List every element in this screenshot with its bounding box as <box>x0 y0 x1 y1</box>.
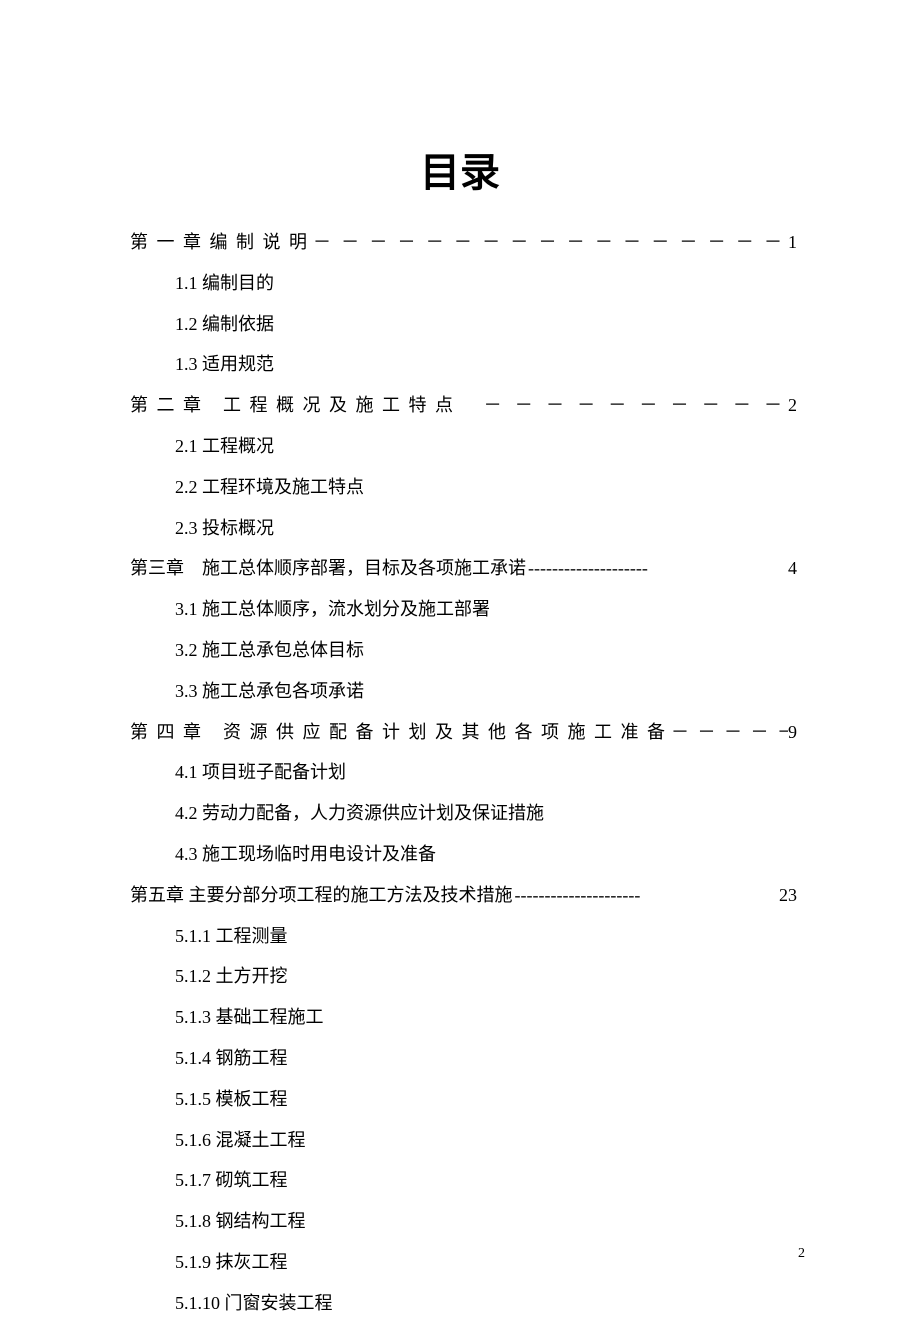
sub-item: 1.2 编制依据 <box>115 310 805 339</box>
chapter-line: 第五章 主要分部分项工程的施工方法及技术措施------------------… <box>115 881 805 910</box>
sub-item: 5.1.1 工程测量 <box>115 922 805 951</box>
chapter-dashes: － － － － － － <box>667 718 788 747</box>
chapter-page: 23 <box>779 881 805 910</box>
sub-item: 1.3 适用规范 <box>115 350 805 379</box>
sub-item: 2.2 工程环境及施工特点 <box>115 473 805 502</box>
chapter-label: 第 一 章 编 制 说 明 <box>130 228 309 257</box>
sub-item: 5.1.3 基础工程施工 <box>115 1003 805 1032</box>
chapter-label: 第五章 主要分部分项工程的施工方法及技术措施 <box>130 881 513 910</box>
sub-item: 3.2 施工总承包总体目标 <box>115 636 805 665</box>
sub-item: 2.1 工程概况 <box>115 432 805 461</box>
sub-item: 4.2 劳动力配备，人力资源供应计划及保证措施 <box>115 799 805 828</box>
chapter-line: 第 四 章 资 源 供 应 配 备 计 划 及 其 他 各 项 施 工 准 备 … <box>115 718 805 747</box>
chapter-label: 第 二 章 工 程 概 况 及 施 工 特 点 <box>130 391 455 420</box>
sub-item: 5.1.5 模板工程 <box>115 1085 805 1114</box>
sub-item: 5.1.7 砌筑工程 <box>115 1166 805 1195</box>
chapter-label: 第 四 章 资 源 供 应 配 备 计 划 及 其 他 各 项 施 工 准 备 <box>130 718 667 747</box>
toc-container: 第 一 章 编 制 说 明－ － － － － － － － － － － － － －… <box>115 228 805 1318</box>
chapter-dashes: -------------------- <box>526 554 788 583</box>
sub-item: 4.1 项目班子配备计划 <box>115 758 805 787</box>
chapter-page: 2 <box>788 391 805 420</box>
sub-item: 5.1.6 混凝土工程 <box>115 1126 805 1155</box>
sub-item: 2.3 投标概况 <box>115 514 805 543</box>
chapter-dashes: － － － － － － － － － － <box>455 391 788 420</box>
sub-item: 5.1.2 土方开挖 <box>115 962 805 991</box>
sub-item: 1.1 编制目的 <box>115 269 805 298</box>
chapter-dashes: － － － － － － － － － － － － － － － － － <box>309 228 788 257</box>
chapter-line: 第 二 章 工 程 概 况 及 施 工 特 点 － － － － － － － － … <box>115 391 805 420</box>
chapter-page: 4 <box>788 554 805 583</box>
chapter-page: 9 <box>788 718 805 747</box>
chapter-dashes: --------------------- <box>513 881 780 910</box>
chapter-page: 1 <box>788 228 805 257</box>
chapter-line: 第三章 施工总体顺序部署，目标及各项施工承诺------------------… <box>115 554 805 583</box>
sub-item: 5.1.8 钢结构工程 <box>115 1207 805 1236</box>
sub-item: 3.3 施工总承包各项承诺 <box>115 677 805 706</box>
sub-item: 5.1.9 抹灰工程 <box>115 1248 805 1277</box>
sub-item: 5.1.4 钢筋工程 <box>115 1044 805 1073</box>
sub-item: 3.1 施工总体顺序，流水划分及施工部署 <box>115 595 805 624</box>
sub-item: 4.3 施工现场临时用电设计及准备 <box>115 840 805 869</box>
sub-item: 5.1.10 门窗安装工程 <box>115 1289 805 1318</box>
page-title: 目录 <box>115 140 805 198</box>
chapter-label: 第三章 施工总体顺序部署，目标及各项施工承诺 <box>130 554 526 583</box>
page-number: 2 <box>798 1246 805 1262</box>
chapter-line: 第 一 章 编 制 说 明－ － － － － － － － － － － － － －… <box>115 228 805 257</box>
